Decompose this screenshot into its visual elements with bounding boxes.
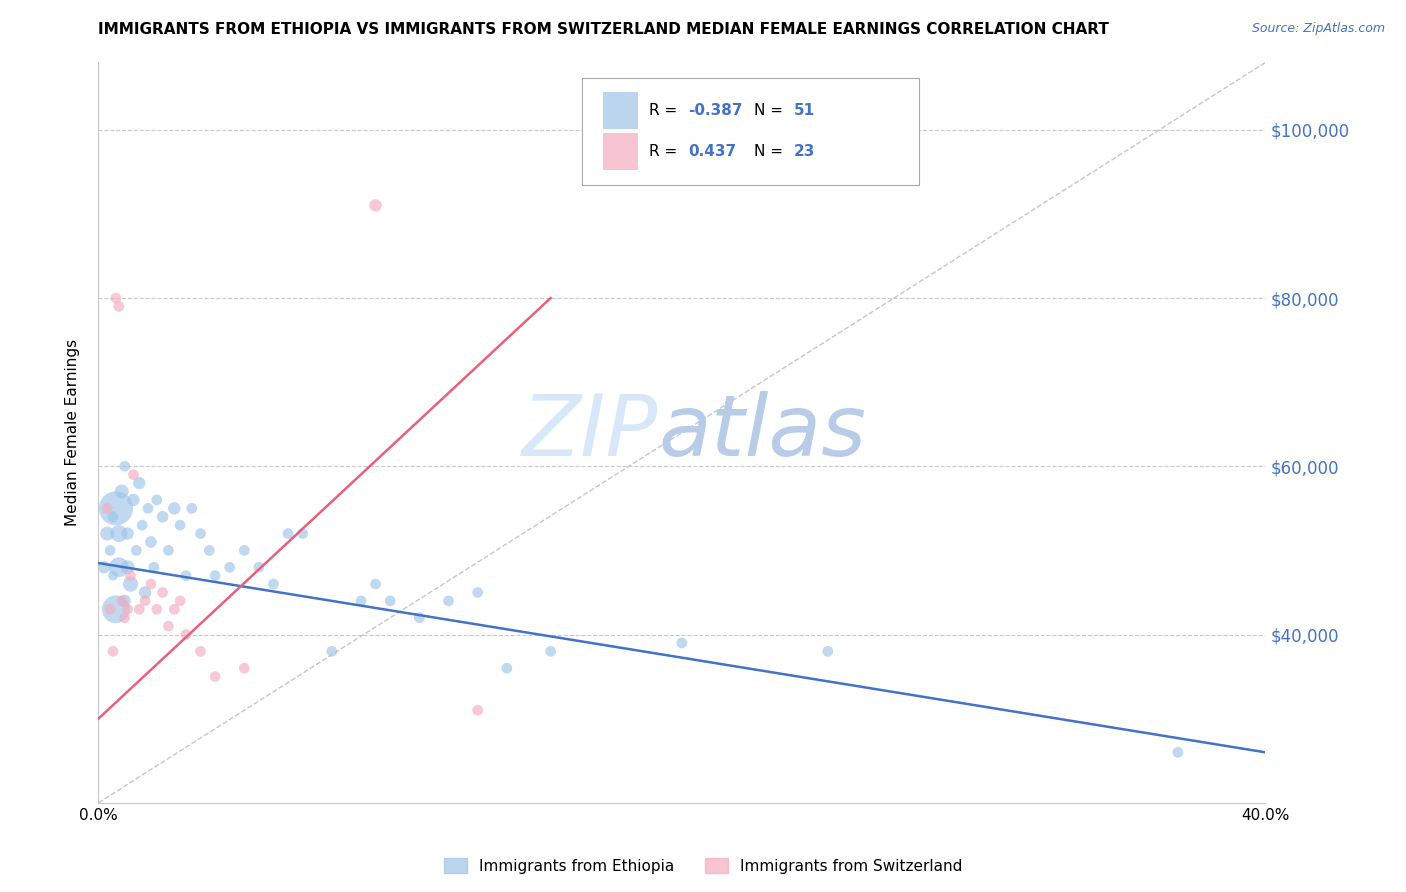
Point: [122, 492, 145, 507]
Text: N =: N =: [755, 144, 789, 159]
Y-axis label: Median Female Earnings: Median Female Earnings: [65, 339, 80, 526]
Text: -0.387: -0.387: [689, 103, 742, 118]
Point: [104, 291, 127, 305]
Point: [114, 459, 136, 474]
Text: ZIP: ZIP: [522, 391, 658, 475]
Point: [142, 560, 165, 574]
Point: [437, 594, 460, 608]
Point: [247, 560, 270, 574]
Point: [139, 535, 162, 549]
Point: [190, 526, 212, 541]
Text: 51: 51: [794, 103, 815, 118]
Point: [117, 560, 139, 574]
Point: [277, 526, 299, 541]
Text: 0.437: 0.437: [689, 144, 737, 159]
Point: [101, 644, 124, 658]
Point: [104, 501, 127, 516]
Text: Source: ZipAtlas.com: Source: ZipAtlas.com: [1251, 22, 1385, 36]
Point: [350, 594, 373, 608]
Point: [101, 509, 124, 524]
Point: [125, 543, 148, 558]
Point: [111, 484, 134, 499]
Point: [364, 198, 387, 212]
Point: [169, 518, 191, 533]
Point: [671, 636, 693, 650]
Point: [233, 543, 256, 558]
Point: [1167, 745, 1189, 759]
Point: [104, 602, 127, 616]
Point: [152, 509, 174, 524]
Point: [218, 560, 240, 574]
Point: [378, 594, 402, 608]
Legend: Immigrants from Ethiopia, Immigrants from Switzerland: Immigrants from Ethiopia, Immigrants fro…: [437, 852, 969, 880]
Point: [98, 543, 121, 558]
Point: [128, 602, 150, 616]
Point: [120, 568, 142, 582]
Point: [291, 526, 314, 541]
Point: [233, 661, 256, 675]
Point: [163, 602, 186, 616]
Point: [117, 526, 139, 541]
Point: [204, 670, 226, 684]
Point: [111, 594, 134, 608]
Point: [114, 611, 136, 625]
Point: [146, 602, 169, 616]
Point: [136, 501, 159, 516]
Point: [117, 602, 139, 616]
Text: atlas: atlas: [658, 391, 866, 475]
Point: [101, 568, 124, 582]
Point: [190, 644, 212, 658]
Point: [169, 594, 191, 608]
Point: [467, 585, 489, 599]
Point: [157, 619, 180, 633]
Point: [139, 577, 162, 591]
Point: [540, 644, 562, 658]
Point: [114, 594, 136, 608]
Point: [134, 585, 156, 599]
Point: [408, 611, 430, 625]
Point: [163, 501, 186, 516]
Point: [495, 661, 517, 675]
Text: R =: R =: [650, 103, 682, 118]
Point: [146, 492, 169, 507]
Point: [108, 560, 131, 574]
Point: [198, 543, 221, 558]
Text: 23: 23: [794, 144, 815, 159]
Text: N =: N =: [755, 103, 789, 118]
Point: [98, 602, 121, 616]
Text: R =: R =: [650, 144, 682, 159]
Point: [131, 518, 153, 533]
Point: [108, 526, 131, 541]
Point: [96, 526, 118, 541]
Text: IMMIGRANTS FROM ETHIOPIA VS IMMIGRANTS FROM SWITZERLAND MEDIAN FEMALE EARNINGS C: IMMIGRANTS FROM ETHIOPIA VS IMMIGRANTS F…: [98, 22, 1109, 37]
Point: [134, 594, 156, 608]
Point: [157, 543, 180, 558]
Point: [364, 577, 387, 591]
Point: [174, 568, 197, 582]
Point: [321, 644, 343, 658]
Point: [204, 568, 226, 582]
Point: [108, 300, 131, 314]
Point: [817, 644, 839, 658]
Point: [467, 703, 489, 717]
Point: [96, 501, 118, 516]
Point: [122, 467, 145, 482]
Point: [93, 560, 115, 574]
Point: [152, 585, 174, 599]
Point: [262, 577, 284, 591]
Point: [128, 476, 150, 491]
Point: [120, 577, 142, 591]
Point: [180, 501, 202, 516]
Point: [174, 627, 197, 641]
